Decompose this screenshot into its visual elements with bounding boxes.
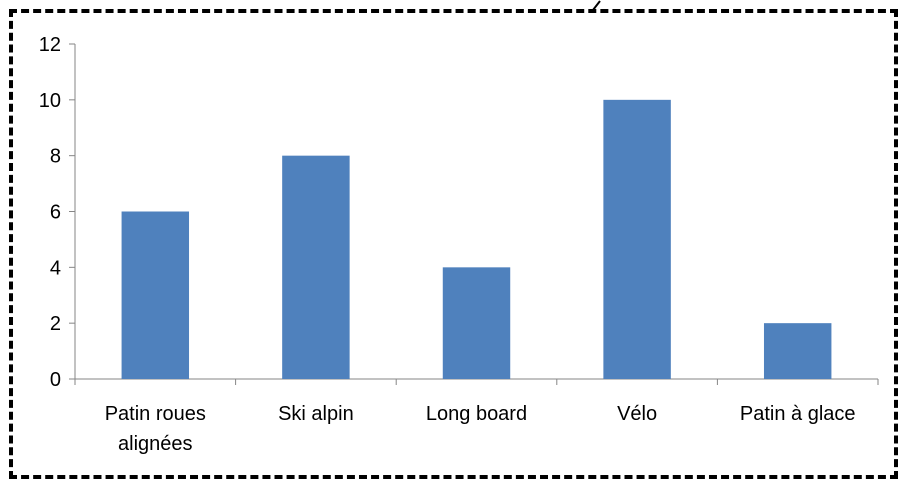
x-tick-label-line: Patin roues <box>105 403 206 425</box>
y-tick-label: 8 <box>50 146 61 168</box>
frame-corner-mark <box>592 0 601 11</box>
bar-2 <box>442 267 511 379</box>
x-tick-label: Ski alpin <box>278 403 354 425</box>
y-tick-label: 10 <box>39 90 61 112</box>
bar-0 <box>121 211 190 379</box>
bar-1 <box>282 155 350 379</box>
y-tick-label: 4 <box>50 257 61 279</box>
x-tick-label-line: alignées <box>118 433 193 455</box>
y-tick-label: 2 <box>50 313 61 335</box>
x-tick-label: Patin à glace <box>740 403 856 425</box>
bar-4 <box>763 323 832 379</box>
x-tick-label-line: Long board <box>426 403 527 425</box>
x-tick-label-line: Ski alpin <box>278 403 354 425</box>
x-tick-label: Long board <box>426 403 527 425</box>
y-tick-label: 12 <box>39 34 61 56</box>
x-tick-label-line: Vélo <box>617 403 657 425</box>
x-tick-label: Patin roues alignées <box>105 403 206 455</box>
x-tick-label: Vélo <box>617 403 657 425</box>
y-tick-label: 0 <box>50 369 61 391</box>
y-tick-label: 6 <box>50 202 61 224</box>
bar-3 <box>603 99 671 379</box>
x-tick-label-line: Patin à glace <box>740 403 856 425</box>
